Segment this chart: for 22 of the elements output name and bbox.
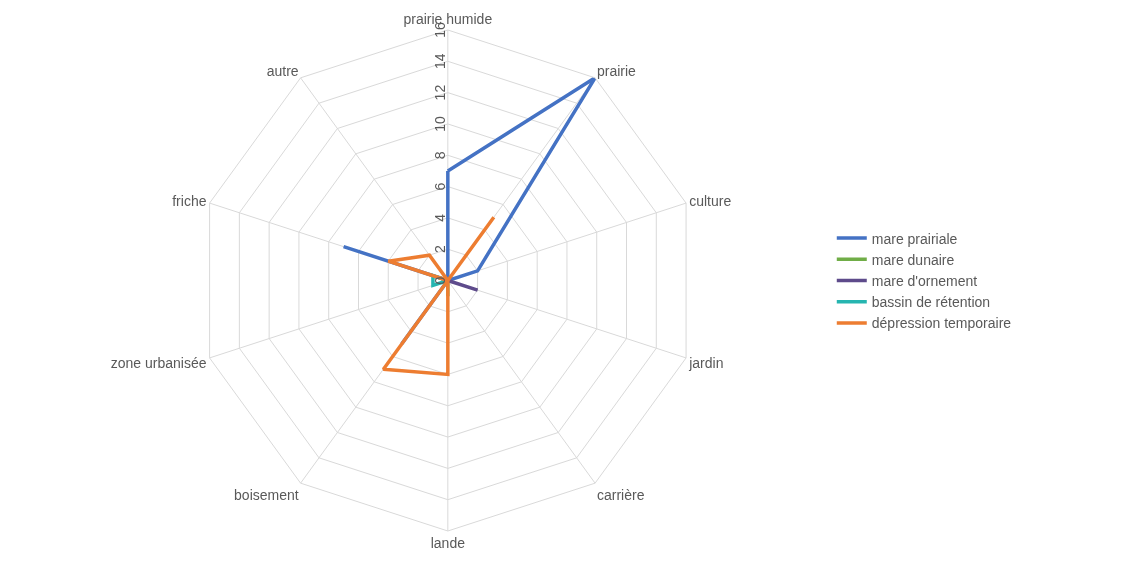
spoke-label: zone urbanisée [110, 354, 207, 371]
spoke-label: carrière [597, 487, 645, 504]
y-tick-label: 12 [431, 84, 448, 101]
y-tick-label: 2 [431, 245, 448, 254]
legend-label: bassin de rétention [871, 294, 991, 311]
legend-label: dépression temporaire [871, 315, 1012, 332]
y-tick-label: 14 [431, 53, 448, 70]
spoke-label: jardin [688, 354, 724, 371]
y-tick-label: 8 [431, 151, 448, 160]
spoke-label: friche [172, 192, 207, 209]
legend-label: mare prairiale [871, 230, 958, 247]
y-tick-label: 10 [431, 115, 448, 132]
spoke-label: culture [689, 192, 732, 209]
y-tick-label: 6 [431, 182, 448, 191]
spoke-label: prairie [597, 62, 637, 79]
y-tick-label: 0 [431, 276, 448, 285]
spoke-label: boisement [234, 487, 299, 504]
legend-label: mare d'ornement [871, 272, 978, 289]
spoke-label: lande [430, 535, 466, 552]
legend-label: mare dunaire [871, 251, 955, 268]
y-tick-label: 4 [431, 213, 448, 222]
spoke-label: autre [266, 62, 299, 79]
